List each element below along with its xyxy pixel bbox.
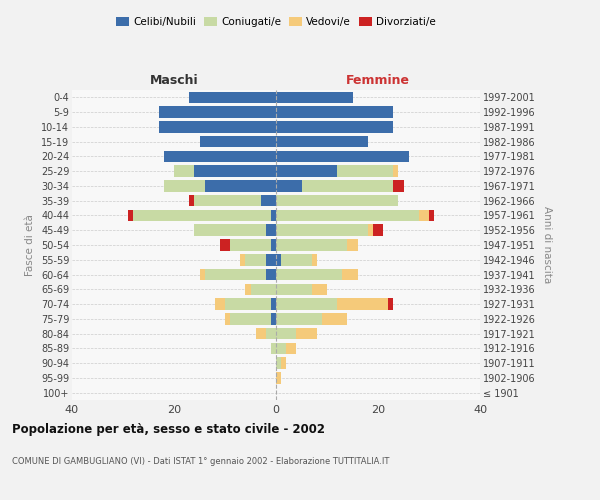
Bar	[302, 180, 394, 192]
Bar	[276, 180, 302, 192]
Bar	[276, 210, 419, 221]
Bar	[164, 180, 205, 192]
Bar	[276, 224, 368, 236]
Bar	[215, 298, 225, 310]
Bar	[276, 328, 296, 340]
Bar	[368, 224, 373, 236]
Bar	[322, 313, 347, 324]
Y-axis label: Fasce di età: Fasce di età	[25, 214, 35, 276]
Bar	[276, 358, 281, 369]
Bar	[271, 342, 276, 354]
Bar	[240, 254, 245, 266]
Bar	[276, 92, 353, 103]
Bar	[133, 210, 271, 221]
Bar	[276, 254, 281, 266]
Bar	[312, 254, 317, 266]
Bar	[296, 328, 317, 340]
Legend: Celibi/Nubili, Coniugati/e, Vedovi/e, Divorziati/e: Celibi/Nubili, Coniugati/e, Vedovi/e, Di…	[112, 12, 440, 32]
Bar	[281, 358, 286, 369]
Bar	[419, 210, 429, 221]
Bar	[199, 269, 205, 280]
Bar	[245, 254, 266, 266]
Bar	[271, 298, 276, 310]
Bar	[276, 372, 281, 384]
Bar	[337, 298, 388, 310]
Bar	[199, 136, 276, 147]
Bar	[205, 180, 276, 192]
Text: Maschi: Maschi	[149, 74, 199, 87]
Bar	[276, 313, 322, 324]
Bar	[276, 150, 409, 162]
Bar	[230, 313, 271, 324]
Text: Popolazione per età, sesso e stato civile - 2002: Popolazione per età, sesso e stato civil…	[12, 422, 325, 436]
Bar	[260, 195, 276, 206]
Bar	[266, 224, 276, 236]
Bar	[225, 313, 230, 324]
Bar	[256, 328, 266, 340]
Bar	[281, 254, 312, 266]
Bar	[205, 269, 266, 280]
Bar	[225, 298, 271, 310]
Bar	[194, 224, 266, 236]
Bar	[190, 92, 276, 103]
Bar	[276, 269, 342, 280]
Bar	[337, 166, 394, 177]
Bar	[230, 239, 271, 251]
Bar	[251, 284, 276, 295]
Bar	[266, 254, 276, 266]
Bar	[128, 210, 133, 221]
Y-axis label: Anni di nascita: Anni di nascita	[542, 206, 553, 284]
Bar	[276, 284, 312, 295]
Bar	[276, 298, 337, 310]
Bar	[373, 224, 383, 236]
Bar	[158, 121, 276, 132]
Bar	[271, 210, 276, 221]
Text: COMUNE DI GAMBUGLIANO (VI) - Dati ISTAT 1° gennaio 2002 - Elaborazione TUTTITALI: COMUNE DI GAMBUGLIANO (VI) - Dati ISTAT …	[12, 458, 389, 466]
Bar	[245, 284, 251, 295]
Bar	[388, 298, 394, 310]
Bar	[194, 166, 276, 177]
Bar	[276, 342, 286, 354]
Bar	[276, 136, 368, 147]
Bar	[271, 239, 276, 251]
Bar	[190, 195, 194, 206]
Bar	[266, 328, 276, 340]
Bar	[394, 180, 404, 192]
Bar	[394, 166, 398, 177]
Text: Femmine: Femmine	[346, 74, 410, 87]
Bar	[276, 106, 394, 118]
Bar	[194, 195, 260, 206]
Bar	[266, 269, 276, 280]
Bar	[220, 239, 230, 251]
Bar	[312, 284, 327, 295]
Bar	[276, 121, 394, 132]
Bar	[342, 269, 358, 280]
Bar	[164, 150, 276, 162]
Bar	[271, 313, 276, 324]
Bar	[286, 342, 296, 354]
Bar	[276, 195, 398, 206]
Bar	[347, 239, 358, 251]
Bar	[174, 166, 194, 177]
Bar	[276, 166, 337, 177]
Bar	[276, 239, 347, 251]
Bar	[158, 106, 276, 118]
Bar	[429, 210, 434, 221]
